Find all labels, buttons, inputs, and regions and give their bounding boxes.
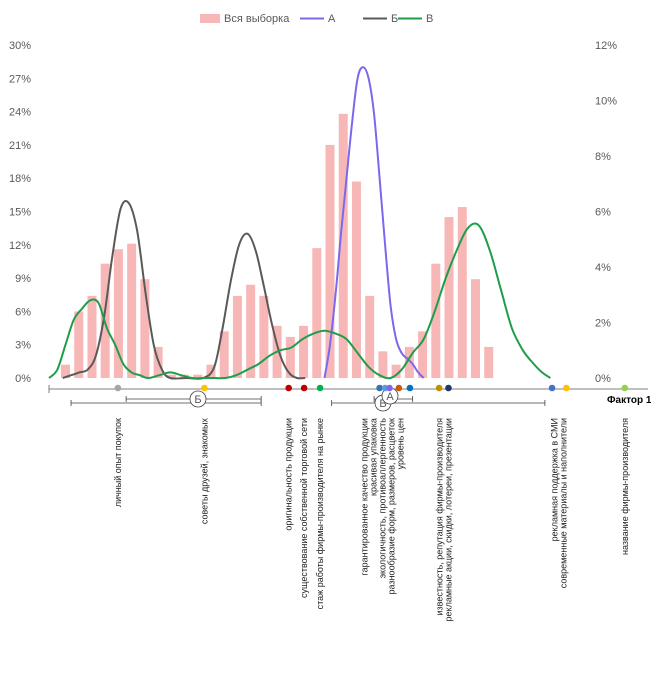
- legend-label-V: В: [426, 13, 433, 25]
- right-tick-label: 0%: [595, 373, 611, 385]
- category-label: уровень цен: [395, 418, 405, 469]
- left-tick-label: 24%: [9, 107, 31, 119]
- bar: [484, 346, 494, 378]
- factor-markers: [114, 384, 629, 392]
- left-tick-label: 12%: [9, 240, 31, 252]
- right-tick-label: 4%: [595, 262, 611, 274]
- factor-marker: [376, 384, 383, 392]
- bar: [365, 295, 375, 378]
- factor-marker: [563, 384, 570, 392]
- bar: [193, 374, 203, 378]
- factor-marker: [406, 384, 414, 392]
- bar: [219, 331, 229, 378]
- legend-swatch-all: [200, 14, 220, 23]
- bracket-circle: [189, 390, 207, 408]
- right-tick-label: 10%: [595, 96, 617, 108]
- bar: [113, 249, 123, 378]
- category-label: оригинальность продукции: [284, 418, 294, 531]
- legend-label-B: Б: [391, 13, 398, 25]
- category-label: существование собственной торговой сети: [299, 418, 309, 598]
- left-tick-label: 15%: [9, 207, 31, 219]
- bar: [259, 295, 269, 378]
- bar: [285, 336, 295, 378]
- bracket-label: А: [386, 391, 394, 403]
- category-label: рекламные акции, скидки, лотереи, презен…: [444, 418, 454, 621]
- category-label: стаж работы фирмы-производителя на рынке: [315, 418, 325, 609]
- bar: [299, 325, 309, 378]
- factor-marker: [435, 384, 443, 392]
- bar: [470, 279, 480, 378]
- left-tick-label: 0%: [15, 373, 31, 385]
- category-label: название фирмы-производителя: [620, 418, 630, 555]
- group-brackets: Б ВА: [70, 387, 546, 412]
- left-tick-label: 3%: [15, 340, 31, 352]
- left-tick-label: 6%: [15, 306, 31, 318]
- legend-label-A: А: [328, 13, 336, 25]
- bar: [232, 295, 242, 378]
- bar: [61, 364, 71, 378]
- category-label: красивая упаковка: [368, 418, 378, 496]
- category-label: советы друзей, знакомых: [199, 418, 209, 525]
- category-labels: личный опыт покупок советы друзей, знаком…: [113, 418, 630, 622]
- bar: [431, 263, 441, 378]
- bar: [74, 311, 84, 378]
- category-label: рекламная поддержка в СМИ: [550, 418, 560, 541]
- left-tick-label: 30%: [9, 40, 31, 52]
- legend-label-all: Вся выборка: [224, 13, 290, 25]
- right-tick-label: 6%: [595, 207, 611, 219]
- factor-marker: [201, 384, 208, 392]
- series-line-V: [48, 222, 551, 380]
- bar: [325, 144, 335, 378]
- factor-marker: [445, 384, 452, 392]
- bar: [312, 248, 322, 378]
- category-label: гарантированное качество продукции: [359, 418, 369, 575]
- series-lines: [48, 66, 551, 380]
- x-axis-title: Фактор 1: [607, 395, 651, 406]
- factor-marker: [300, 384, 308, 392]
- right-tick-label: 12%: [595, 40, 617, 52]
- bar: [444, 217, 454, 378]
- series-line-B: [62, 200, 306, 380]
- factor-marker: [285, 384, 292, 392]
- category-label: экологичность, противоаллергенность: [377, 418, 387, 579]
- legend: Вся выборка А Б В: [200, 13, 433, 25]
- bars: [61, 113, 494, 378]
- category-label: разнообразие форм, размеров, расцветок: [386, 418, 396, 594]
- bar: [246, 284, 256, 378]
- factor-marker: [316, 384, 324, 392]
- series-line-A: [323, 66, 425, 379]
- bar: [351, 181, 361, 378]
- category-label: современные материалы и наполнители: [559, 418, 569, 588]
- left-tick-label: 27%: [9, 73, 31, 85]
- bar: [404, 346, 414, 378]
- bar: [140, 279, 150, 378]
- factor-marker: [114, 384, 122, 392]
- bar: [418, 331, 428, 378]
- factor-marker: [386, 384, 393, 392]
- left-y-axis: 0% 3% 6% 9% 12% 15% 18% 21% 24% 27% 30%: [9, 40, 31, 385]
- left-tick-label: 18%: [9, 173, 31, 185]
- factor-marker: [621, 384, 629, 392]
- right-tick-label: 8%: [595, 151, 611, 163]
- factor-marker: [548, 384, 556, 392]
- right-tick-label: 2%: [595, 318, 611, 330]
- bar: [391, 364, 401, 378]
- left-tick-label: 9%: [15, 273, 31, 285]
- left-tick-label: 21%: [9, 140, 31, 152]
- bar: [166, 374, 176, 378]
- bar: [127, 243, 137, 378]
- bar: [457, 207, 467, 378]
- right-y-axis: 0% 2% 4% 6% 8% 10% 12%: [595, 40, 617, 385]
- bar: [338, 113, 348, 378]
- bar: [206, 364, 216, 378]
- bracket-label: В: [379, 398, 386, 410]
- bar: [378, 351, 388, 378]
- category-label: личный опыт покупок: [113, 418, 123, 507]
- factor-marker: [395, 384, 403, 392]
- category-label: известность, репутация фирмы-производите…: [435, 418, 445, 616]
- bar: [87, 295, 97, 378]
- bracket-label: Б: [194, 394, 201, 406]
